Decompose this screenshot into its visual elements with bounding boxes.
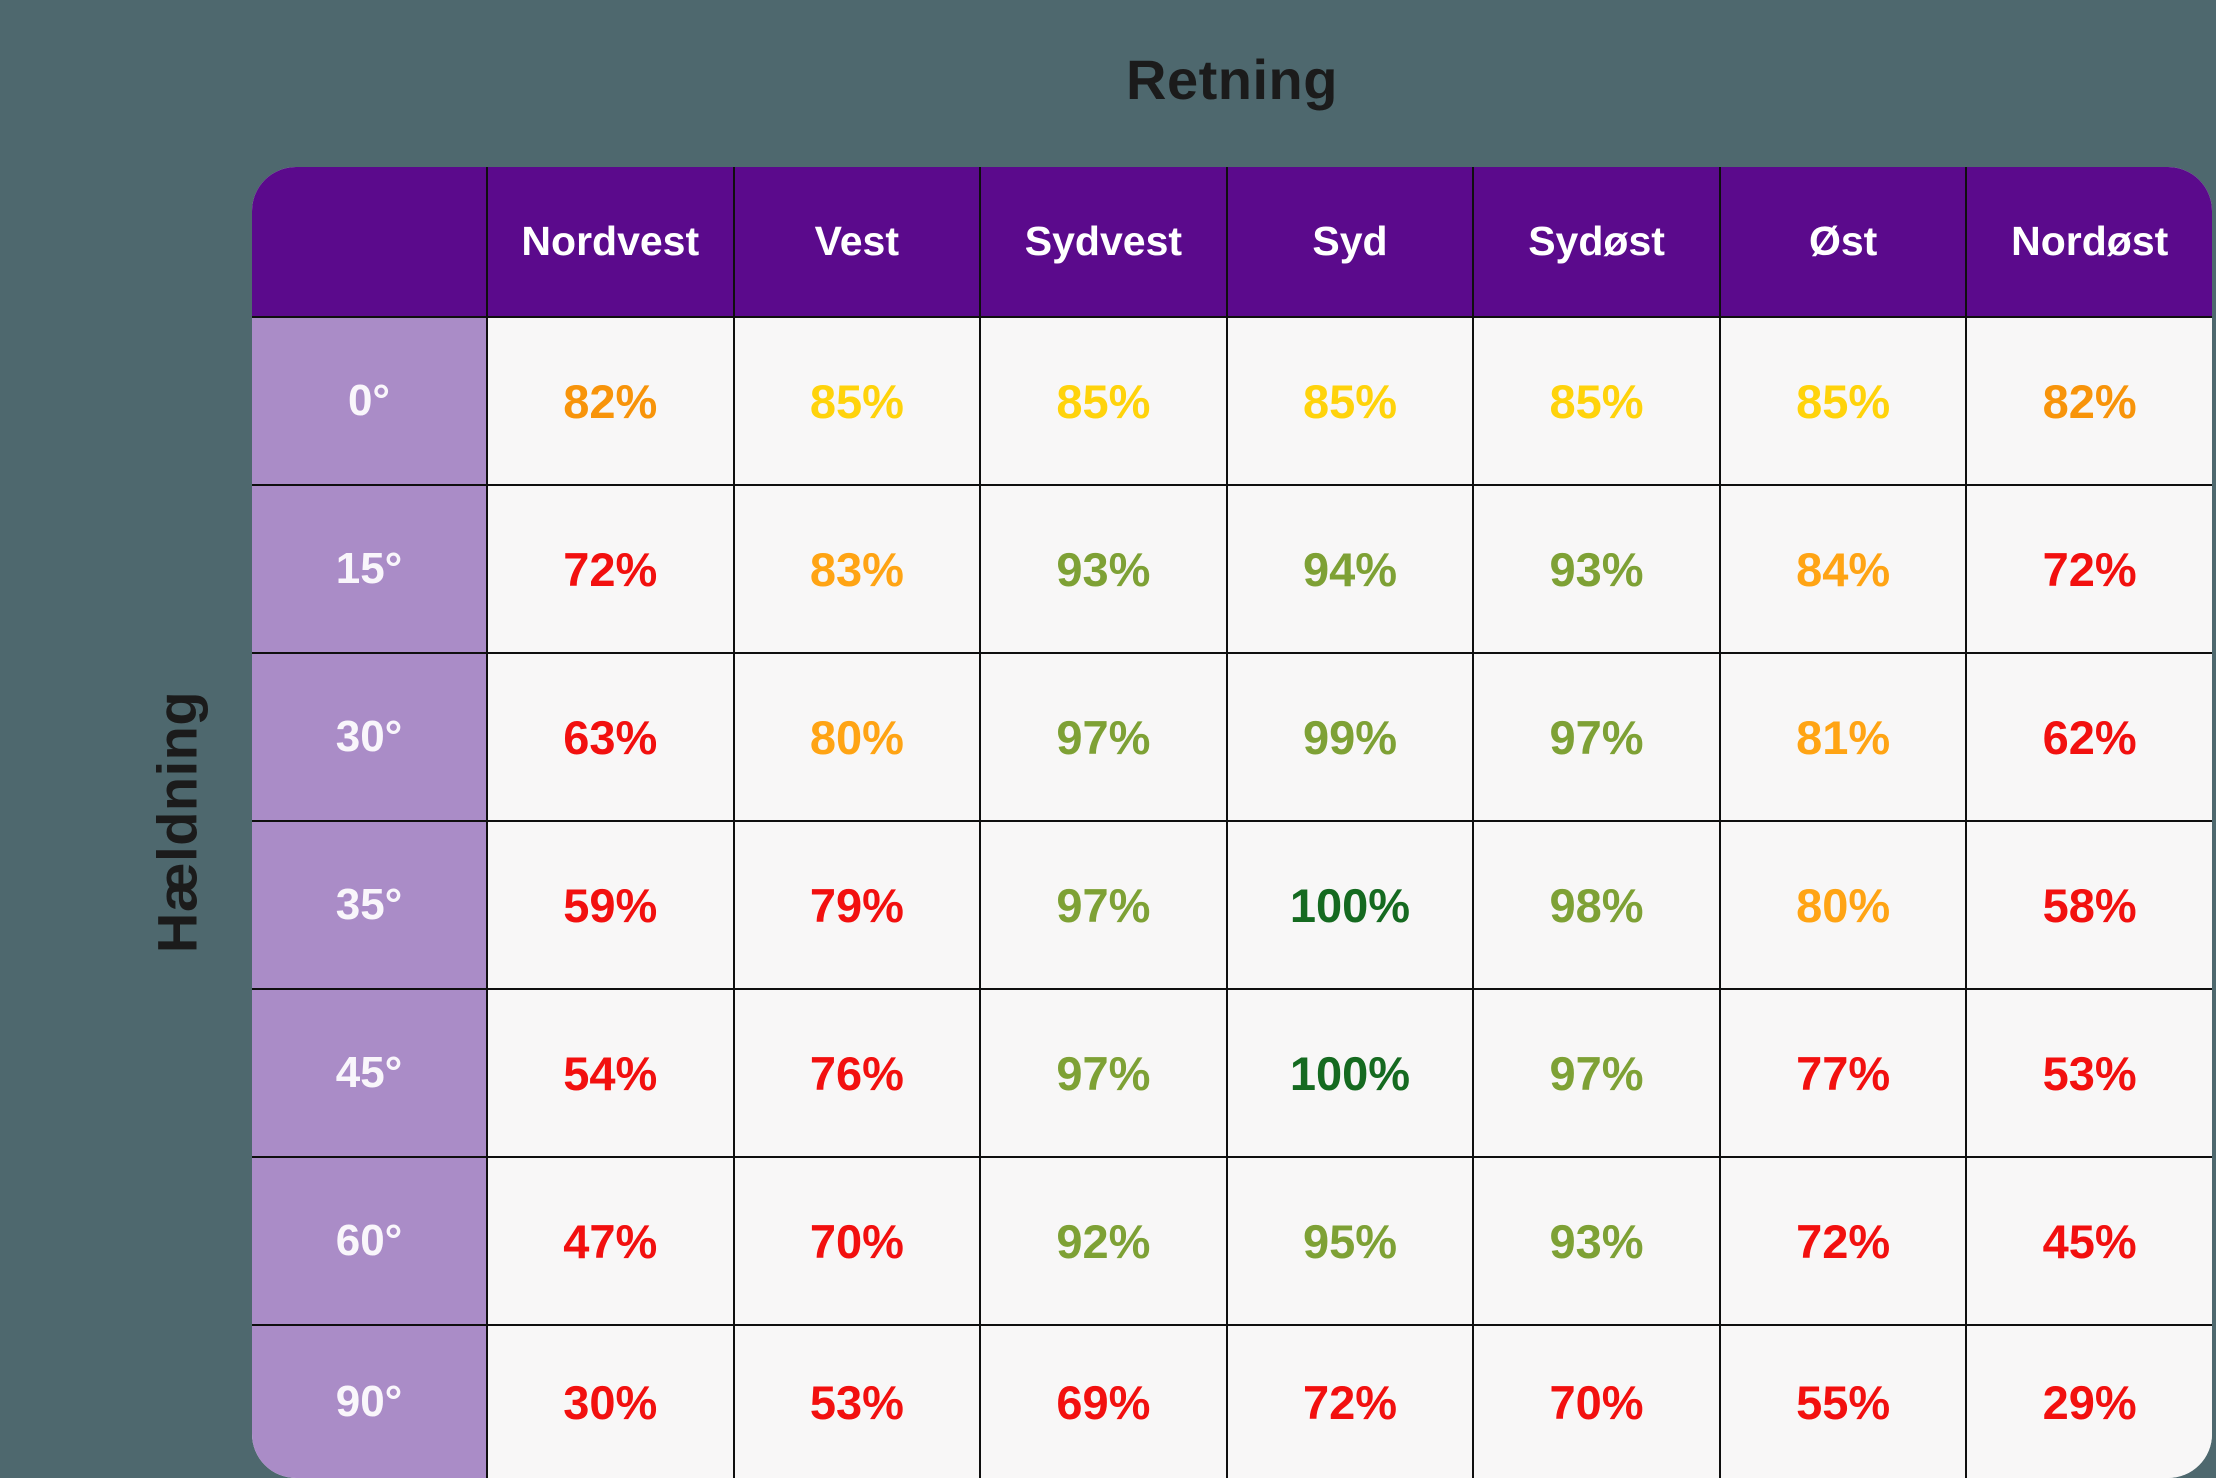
- column-header: Syd: [1225, 167, 1473, 316]
- row-header: 35°: [252, 820, 486, 988]
- value-cell: 84%: [1718, 484, 1966, 652]
- value-cell: 98%: [1472, 820, 1719, 988]
- value-cell: 85%: [1225, 316, 1473, 484]
- value-cell: 85%: [1472, 316, 1719, 484]
- value-cell: 93%: [1472, 1156, 1719, 1324]
- row-header: 60°: [252, 1156, 486, 1324]
- row-header: 0°: [252, 316, 486, 484]
- value-cell: 72%: [1718, 1156, 1966, 1324]
- heatmap-table: Nordvest Vest Sydvest Syd Sydøst Øst Nordøst 0°…: [252, 167, 2212, 1478]
- value-cell: 47%: [486, 1156, 733, 1324]
- value-cell: 69%: [979, 1324, 1226, 1478]
- value-cell: 97%: [979, 652, 1226, 820]
- chart-title: Retning: [1126, 48, 1338, 111]
- value-cell: 53%: [732, 1324, 980, 1478]
- y-axis-label: Hældning: [145, 690, 209, 954]
- value-cell: 76%: [732, 988, 980, 1156]
- value-cell: 80%: [732, 652, 980, 820]
- value-cell: 85%: [1718, 316, 1966, 484]
- corner-cell: [252, 167, 486, 316]
- value-cell: 97%: [1472, 652, 1719, 820]
- value-cell: 97%: [1472, 988, 1719, 1156]
- value-cell: 45%: [1965, 1156, 2212, 1324]
- value-cell: 81%: [1718, 652, 1966, 820]
- value-cell: 97%: [979, 820, 1226, 988]
- column-header: Øst: [1718, 167, 1966, 316]
- value-cell: 58%: [1965, 820, 2212, 988]
- column-header: Sydøst: [1472, 167, 1719, 316]
- value-cell: 95%: [1225, 1156, 1473, 1324]
- value-cell: 85%: [979, 316, 1226, 484]
- row-header: 15°: [252, 484, 486, 652]
- value-cell: 100%: [1225, 988, 1473, 1156]
- value-cell: 77%: [1718, 988, 1966, 1156]
- value-cell: 29%: [1965, 1324, 2212, 1478]
- value-cell: 72%: [486, 484, 733, 652]
- value-cell: 30%: [486, 1324, 733, 1478]
- row-header: 30°: [252, 652, 486, 820]
- value-cell: 83%: [732, 484, 980, 652]
- value-cell: 62%: [1965, 652, 2212, 820]
- value-cell: 80%: [1718, 820, 1966, 988]
- value-cell: 94%: [1225, 484, 1473, 652]
- value-cell: 55%: [1718, 1324, 1966, 1478]
- row-header: 90°: [252, 1324, 486, 1478]
- value-cell: 100%: [1225, 820, 1473, 988]
- value-cell: 82%: [486, 316, 733, 484]
- value-cell: 54%: [486, 988, 733, 1156]
- column-header: Nordøst: [1965, 167, 2212, 316]
- value-cell: 53%: [1965, 988, 2212, 1156]
- value-cell: 82%: [1965, 316, 2212, 484]
- column-header: Nordvest: [486, 167, 733, 316]
- value-cell: 99%: [1225, 652, 1473, 820]
- value-cell: 97%: [979, 988, 1226, 1156]
- value-cell: 70%: [1472, 1324, 1719, 1478]
- value-cell: 72%: [1225, 1324, 1473, 1478]
- row-header: 45°: [252, 988, 486, 1156]
- column-header: Sydvest: [979, 167, 1226, 316]
- value-cell: 63%: [486, 652, 733, 820]
- value-cell: 93%: [979, 484, 1226, 652]
- value-cell: 72%: [1965, 484, 2212, 652]
- value-cell: 93%: [1472, 484, 1719, 652]
- column-header: Vest: [732, 167, 980, 316]
- value-cell: 92%: [979, 1156, 1226, 1324]
- value-cell: 85%: [732, 316, 980, 484]
- value-cell: 70%: [732, 1156, 980, 1324]
- value-cell: 59%: [486, 820, 733, 988]
- value-cell: 79%: [732, 820, 980, 988]
